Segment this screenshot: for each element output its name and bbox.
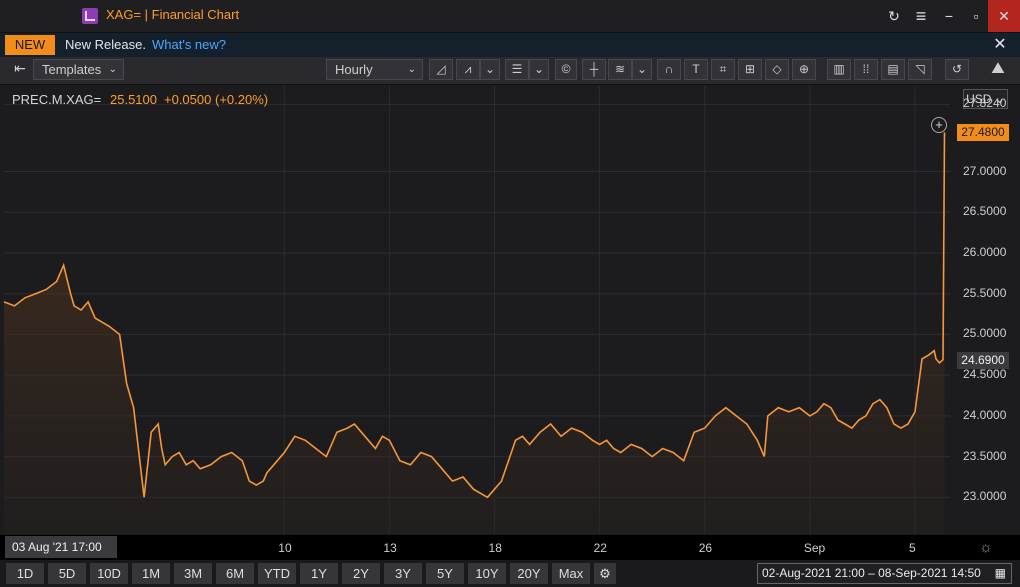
release-banner (0, 33, 1020, 57)
financial-chart-app-icon (82, 8, 98, 24)
instrument-last-price: 25.5100 (110, 92, 157, 107)
studies-icon[interactable]: ☰ (505, 59, 529, 80)
templates-dropdown[interactable]: Templates ⌄ (33, 59, 124, 80)
y-tick-label: 25.0000 (963, 326, 1007, 341)
chart-type-icon[interactable]: ◿ (429, 59, 453, 80)
range-button-10d[interactable]: 10D (90, 563, 128, 584)
compare-dropdown-icon[interactable]: ⌄ (480, 59, 500, 80)
templates-label: Templates (42, 62, 102, 77)
menu-icon[interactable]: ≡ (915, 6, 927, 26)
gear-icon[interactable]: ⚙ (594, 563, 616, 584)
instrument-ric: PREC.M.XAG= (12, 92, 102, 107)
y-tick-label: 26.5000 (963, 204, 1007, 219)
range-button-1y[interactable]: 1Y (300, 563, 338, 584)
grid-view-icon[interactable]: ⁞⁞ (854, 59, 878, 80)
settings-sun-icon[interactable]: ☼ (979, 539, 993, 556)
title-bar (0, 0, 1020, 33)
minimize-icon[interactable]: − (944, 8, 954, 24)
compare-icon[interactable]: ⩘ (456, 59, 480, 80)
table-view-icon[interactable]: ▤ (881, 59, 905, 80)
chevron-down-icon: ⌄ (108, 64, 117, 75)
whats-new-link[interactable]: What's new? (152, 37, 227, 52)
x-tick-label: 13 (383, 541, 397, 555)
window-title: XAG= | Financial Chart (106, 7, 240, 22)
range-button-5y[interactable]: 5Y (426, 563, 464, 584)
banner-text: New Release. (65, 37, 146, 52)
range-button-1d[interactable]: 1D (6, 563, 44, 584)
instrument-change: +0.0500 (+0.20%) (164, 92, 269, 107)
x-tick-label: 5 (908, 541, 916, 555)
indicators-icon[interactable]: ▥ (827, 59, 851, 80)
price-area-fill (4, 132, 945, 534)
current-price-label: 24.6900 (957, 351, 1009, 369)
new-badge: NEW (5, 35, 55, 55)
x-tick-label: 18 (488, 541, 502, 555)
x-tick-label: 22 (593, 541, 607, 555)
y-tick-label: 24.0000 (963, 407, 1007, 422)
magnet-icon[interactable]: ∩ (657, 59, 681, 80)
currency-dropdown[interactable]: USD ⌄ (963, 89, 1008, 109)
x-tick-label: 26 (698, 541, 713, 555)
interval-dropdown[interactable]: Hourly ⌄ (326, 59, 423, 80)
close-icon[interactable]: ✕ (988, 0, 1020, 32)
shape-tool-icon[interactable]: ⌗ (711, 59, 735, 80)
fibonacci-icon[interactable]: ⊞ (738, 59, 762, 80)
y-tick-label: 27.8240 (963, 96, 1007, 111)
range-button-3m[interactable]: 3M (174, 563, 212, 584)
range-button-1m[interactable]: 1M (132, 563, 170, 584)
studies-dropdown-icon[interactable]: ⌄ (529, 59, 549, 80)
x-tick-label: Sep (803, 541, 826, 555)
y-tick-label: 23.5000 (963, 448, 1007, 463)
crosshair-icon[interactable]: ┼ (582, 59, 606, 80)
high-price-label: 27.4800 (957, 124, 1009, 142)
range-button-ytd[interactable]: YTD (258, 563, 296, 584)
range-button-3y[interactable]: 3Y (384, 563, 422, 584)
text-tool-icon[interactable]: T (684, 59, 708, 80)
refresh-icon[interactable]: ↻ (888, 8, 900, 24)
y-tick-label: 23.0000 (963, 489, 1007, 504)
zoom-icon[interactable]: ⊕ (792, 59, 816, 80)
panel-toggle-icon[interactable]: ⇤ (14, 60, 26, 76)
y-tick-label: 26.0000 (963, 244, 1007, 259)
range-button-2y[interactable]: 2Y (342, 563, 380, 584)
mountain-view-icon[interactable]: ⛰ (991, 60, 1005, 77)
date-range-field[interactable]: 02-Aug-2021 21:00 – 08-Sep-2021 14:50 ▦ (757, 563, 1012, 584)
range-button-max[interactable]: Max (552, 563, 590, 584)
banner-close-icon[interactable]: ✕ (993, 36, 1007, 53)
range-button-10y[interactable]: 10Y (468, 563, 506, 584)
y-tick-label: 25.5000 (963, 285, 1007, 300)
price-line (3, 132, 946, 499)
chevron-down-icon: ⌄ (407, 64, 416, 75)
x-tick-label: 10 (278, 541, 292, 555)
analytics-icon[interactable]: ◹ (908, 59, 932, 80)
interval-label: Hourly (335, 62, 373, 77)
add-plus-icon[interactable]: + (931, 117, 947, 133)
drawing-dropdown-icon[interactable]: ⌄ (632, 59, 652, 80)
range-button-5d[interactable]: 5D (48, 563, 86, 584)
range-button-20y[interactable]: 20Y (510, 563, 548, 584)
trendline-icon[interactable]: ≋ (608, 59, 632, 80)
range-button-6m[interactable]: 6M (216, 563, 254, 584)
calendar-icon[interactable]: ▦ (994, 566, 1006, 580)
maximize-icon[interactable]: ▫ (973, 8, 979, 24)
x-axis-start-label: 03 Aug '21 17:00 (5, 536, 117, 558)
y-tick-label: 27.0000 (963, 163, 1007, 178)
y-tick-label: 24.5000 (963, 367, 1007, 382)
polygon-icon[interactable]: ◇ (765, 59, 789, 80)
reset-icon[interactable]: ↺ (945, 59, 969, 80)
currency-icon[interactable]: © (555, 59, 577, 80)
